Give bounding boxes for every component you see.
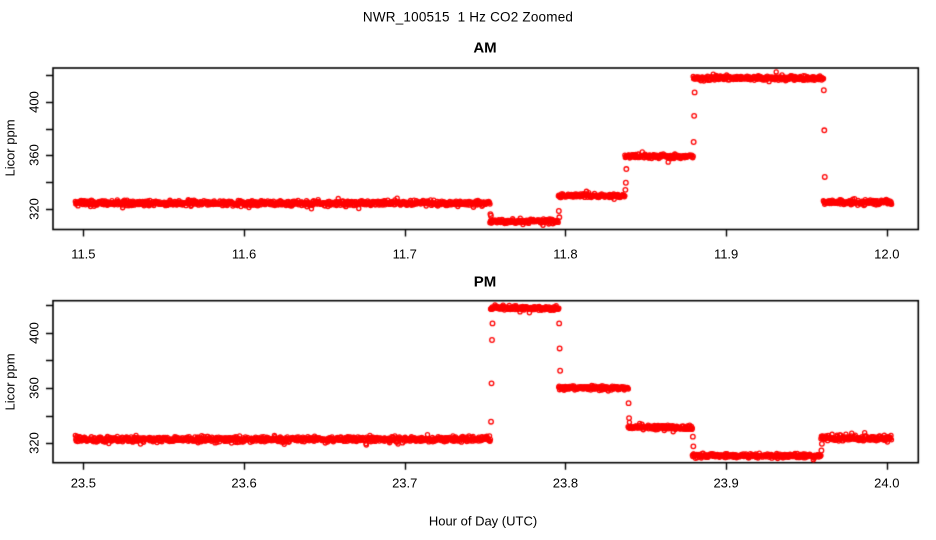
chart-title: NWR_100515 1 Hz CO2 Zoomed [362, 9, 574, 25]
pm-x-tick-label: 23.8 [552, 475, 579, 491]
am-y-tick-label: 400 [26, 90, 41, 113]
pm-x-tick-label: 23.6 [231, 475, 257, 491]
am-x-tick-label: 11.7 [392, 246, 417, 262]
pm-y-tick-label: 360 [26, 377, 41, 399]
am-y-tick-label: 320 [26, 198, 41, 220]
am-x-tick-label: 11.8 [553, 246, 578, 262]
y-axis-label-pm: Licor ppm [2, 353, 18, 411]
panel-title-am: AM [473, 39, 497, 57]
pm-x-tick-label: 23.9 [713, 475, 739, 491]
panel-title-pm: PM [473, 273, 497, 291]
y-axis-label-am: Licor ppm [2, 119, 18, 177]
am-x-tick-label: 11.5 [71, 246, 96, 262]
am-x-tick-label: 11.6 [231, 246, 257, 262]
am-x-tick-label: 11.9 [713, 246, 739, 262]
x-axis-label: Hour of Day (UTC) [428, 513, 538, 529]
am-x-tick-label: 12.0 [874, 246, 900, 262]
pm-y-tick-label: 400 [26, 321, 41, 344]
pm-x-tick-label: 23.5 [70, 475, 97, 491]
pm-x-tick-label: 23.7 [392, 475, 418, 491]
am-y-tick-label: 360 [26, 144, 41, 167]
pm-y-tick-label: 320 [26, 432, 41, 455]
pm-x-tick-label: 24.0 [874, 475, 900, 491]
